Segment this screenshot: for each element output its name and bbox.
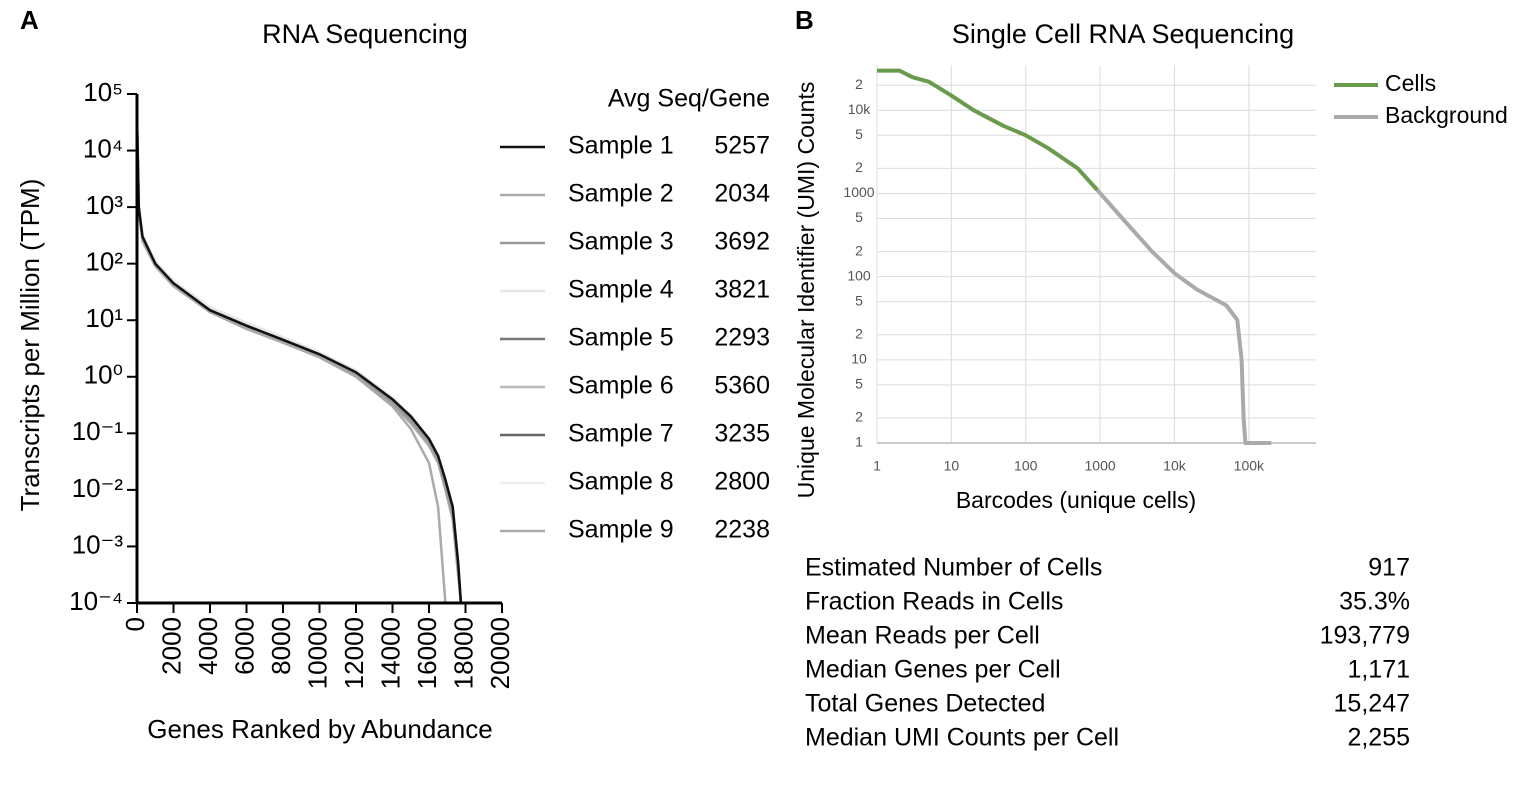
y-tick-label: 5: [855, 376, 863, 392]
legend-value: 3821: [714, 276, 770, 304]
stat-value: 917: [1368, 554, 1410, 582]
legend-label: Sample 3: [568, 228, 674, 256]
x-tick-label: 10: [944, 458, 960, 474]
y-axis-label: Unique Molecular Identifier (UMI) Counts: [793, 82, 819, 499]
y-tick-label: 2: [855, 409, 863, 425]
panel-label: B: [795, 5, 814, 35]
legend-label: Background: [1385, 102, 1508, 128]
y-tick-label: 10: [851, 351, 867, 367]
x-tick-label: 6000: [229, 617, 259, 675]
legend-value: 5257: [714, 132, 770, 160]
x-tick-label: 4000: [193, 617, 223, 675]
stat-label: Median Genes per Cell: [805, 656, 1061, 684]
x-tick-label: 1: [873, 458, 881, 474]
legend-value: 2238: [714, 516, 770, 544]
stat-value: 2,255: [1347, 724, 1410, 752]
legend-label: Sample 7: [568, 420, 674, 448]
stat-label: Estimated Number of Cells: [805, 554, 1102, 582]
data-line: [135, 119, 463, 604]
legend-label: Cells: [1385, 70, 1436, 96]
y-tick-label: 10²: [85, 247, 123, 277]
y-tick-label: 10k: [848, 101, 872, 117]
x-tick-label: 20000: [485, 617, 515, 689]
y-tick-label: 10³: [85, 190, 123, 220]
legend-value: 3235: [714, 420, 770, 448]
x-tick-label: 18000: [448, 617, 478, 689]
legend-value: 2293: [714, 324, 770, 352]
data-line: [135, 121, 463, 604]
x-tick-label: 8000: [266, 617, 296, 675]
legend-label: Sample 1: [568, 132, 674, 160]
x-tick-label: 100k: [1234, 458, 1265, 474]
legend-label: Sample 2: [568, 180, 674, 208]
data-line: [135, 121, 463, 604]
legend-label: Sample 4: [568, 276, 674, 304]
legend-value: 2034: [714, 180, 770, 208]
y-tick-label: 10⁻³: [72, 529, 124, 559]
y-tick-label: 5: [855, 126, 863, 142]
legend-value: 3692: [714, 228, 770, 256]
data-line: [135, 120, 463, 604]
legend-label: Sample 6: [568, 372, 674, 400]
x-tick-label: 100: [1014, 458, 1038, 474]
x-tick-label: 1000: [1085, 458, 1116, 474]
x-tick-label: 0: [120, 617, 150, 631]
stat-value: 15,247: [1334, 690, 1410, 718]
stat-value: 193,779: [1320, 622, 1410, 650]
data-line: [877, 68, 1099, 192]
legend-label: Sample 8: [568, 468, 674, 496]
stat-value: 1,171: [1347, 656, 1410, 684]
data-line: [1095, 188, 1272, 445]
y-tick-label: 2: [855, 159, 863, 175]
x-tick-label: 16000: [412, 617, 442, 689]
data-line: [135, 123, 447, 604]
y-axis-label: Transcripts per Million (TPM): [15, 179, 45, 512]
y-tick-label: 100: [847, 267, 871, 283]
x-tick-label: 2000: [156, 617, 186, 675]
y-tick-label: 2: [855, 242, 863, 258]
y-tick-label: 10⁰: [84, 360, 123, 390]
x-axis-label: Genes Ranked by Abundance: [147, 714, 492, 744]
stat-label: Mean Reads per Cell: [805, 622, 1040, 650]
y-tick-label: 2: [855, 325, 863, 341]
data-line: [135, 117, 463, 604]
stat-label: Fraction Reads in Cells: [805, 588, 1063, 616]
y-tick-label: 10¹: [85, 303, 123, 333]
data-line: [135, 116, 463, 604]
y-tick-label: 5: [855, 209, 863, 225]
y-tick-label: 10⁴: [83, 133, 123, 163]
y-tick-label: 10⁻¹: [72, 416, 124, 446]
legend-label: Sample 9: [568, 516, 674, 544]
legend-value: 2800: [714, 468, 770, 496]
y-tick-label: 10⁻²: [72, 473, 124, 503]
y-tick-label: 10⁻⁴: [69, 586, 123, 616]
stat-label: Median UMI Counts per Cell: [805, 724, 1119, 752]
y-tick-label: 2: [855, 76, 863, 92]
y-tick-label: 1: [855, 434, 863, 450]
x-tick-label: 10000: [302, 617, 332, 689]
x-tick-label: 14000: [375, 617, 405, 689]
y-tick-label: 5: [855, 292, 863, 308]
legend-value: 5360: [714, 372, 770, 400]
y-tick-label: 10⁵: [83, 77, 123, 107]
x-tick-label: 10k: [1163, 458, 1187, 474]
legend-label: Sample 5: [568, 324, 674, 352]
stat-label: Total Genes Detected: [805, 690, 1045, 718]
legend-title: Avg Seq/Gene: [608, 85, 770, 113]
y-tick-label: 1000: [843, 184, 874, 200]
chart-title: Single Cell RNA Sequencing: [952, 19, 1294, 49]
data-line: [135, 119, 463, 604]
panel-label: A: [20, 5, 39, 35]
stat-value: 35.3%: [1339, 588, 1410, 616]
x-tick-label: 12000: [339, 617, 369, 689]
x-axis-label: Barcodes (unique cells): [956, 487, 1196, 513]
data-line: [135, 122, 463, 604]
chart-title: RNA Sequencing: [262, 19, 468, 49]
